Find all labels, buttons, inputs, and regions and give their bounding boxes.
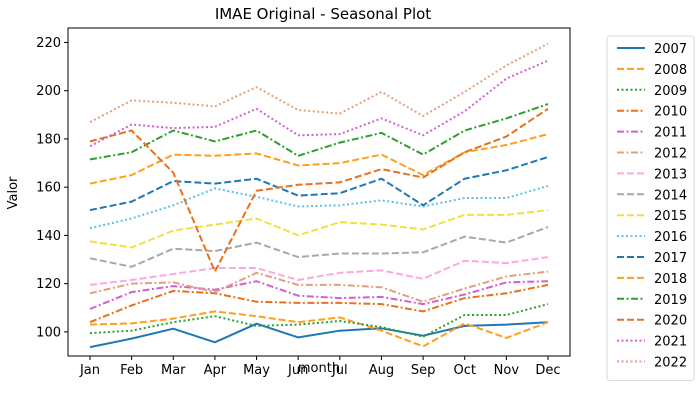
legend: 2007 2008 2009 2010 2011 2012 2013 2014 2015 2016… bbox=[606, 35, 695, 381]
y-tick-label: 120 bbox=[36, 277, 61, 292]
legend-frame bbox=[606, 35, 695, 381]
series-line-2021 bbox=[89, 59, 549, 148]
legend-label-2019: 2019 bbox=[654, 293, 687, 308]
legend-label-2015: 2015 bbox=[654, 209, 687, 224]
series-line-2015 bbox=[89, 209, 549, 249]
legend-label-2022: 2022 bbox=[654, 356, 687, 371]
legend-label-2010: 2010 bbox=[654, 105, 687, 120]
chart-title: IMAE Original - Seasonal Plot bbox=[215, 5, 431, 23]
legend-label-2014: 2014 bbox=[654, 188, 687, 203]
x-tick-label: Jun bbox=[287, 363, 308, 378]
legend-label-2021: 2021 bbox=[654, 335, 687, 350]
y-tick-label: 140 bbox=[36, 229, 61, 244]
legend-label-2008: 2008 bbox=[654, 63, 687, 78]
legend-label-2013: 2013 bbox=[654, 167, 687, 182]
legend-label-2007: 2007 bbox=[654, 42, 687, 57]
series-line-2022 bbox=[89, 42, 549, 123]
x-tick-label: Aug bbox=[369, 363, 394, 378]
series-line-2020 bbox=[89, 107, 549, 273]
legend-label-2020: 2020 bbox=[654, 314, 687, 329]
series-line-2018 bbox=[89, 133, 549, 185]
x-tick-label: Apr bbox=[204, 363, 227, 378]
series-line-2017 bbox=[89, 156, 549, 212]
series-line-2011 bbox=[89, 280, 549, 310]
x-tick-label: May bbox=[243, 363, 270, 378]
y-tick-label: 200 bbox=[36, 84, 61, 99]
legend-label-2018: 2018 bbox=[654, 272, 687, 287]
x-tick-label: Dec bbox=[535, 363, 560, 378]
x-tick-label: Mar bbox=[161, 363, 186, 378]
x-tick-label: Jan bbox=[79, 363, 100, 378]
x-tick-label: Oct bbox=[453, 363, 475, 378]
series-line-2016 bbox=[89, 185, 549, 230]
y-tick-label: 160 bbox=[36, 181, 61, 196]
legend-label-2016: 2016 bbox=[654, 230, 687, 245]
x-tick-label: Sep bbox=[411, 363, 436, 378]
y-tick-label: 100 bbox=[36, 325, 61, 340]
series-line-2013 bbox=[89, 256, 549, 286]
legend-label-2012: 2012 bbox=[654, 147, 687, 162]
plot-area bbox=[89, 42, 549, 349]
axes: 100 120 140 160 180 200 220 Jan Feb Mar Apr May Jun J… bbox=[36, 27, 571, 378]
y-tick-label: 220 bbox=[36, 36, 61, 51]
legend-label-2009: 2009 bbox=[654, 84, 687, 99]
legend-label-2011: 2011 bbox=[654, 126, 687, 141]
series-line-2019 bbox=[89, 103, 549, 161]
x-tick-label: Jul bbox=[331, 363, 348, 378]
series-line-2012 bbox=[89, 270, 549, 303]
series-line-2008 bbox=[89, 310, 549, 348]
y-tick-label: 180 bbox=[36, 132, 61, 147]
legend-label-2017: 2017 bbox=[654, 251, 687, 266]
x-axis-label: month bbox=[298, 361, 340, 376]
plot-frame bbox=[67, 27, 571, 357]
series-line-2014 bbox=[89, 226, 549, 268]
y-axis-label: Valor bbox=[6, 176, 21, 209]
x-tick-label: Nov bbox=[494, 363, 520, 378]
x-tick-label: Feb bbox=[120, 363, 143, 378]
series-line-2009 bbox=[89, 303, 549, 338]
